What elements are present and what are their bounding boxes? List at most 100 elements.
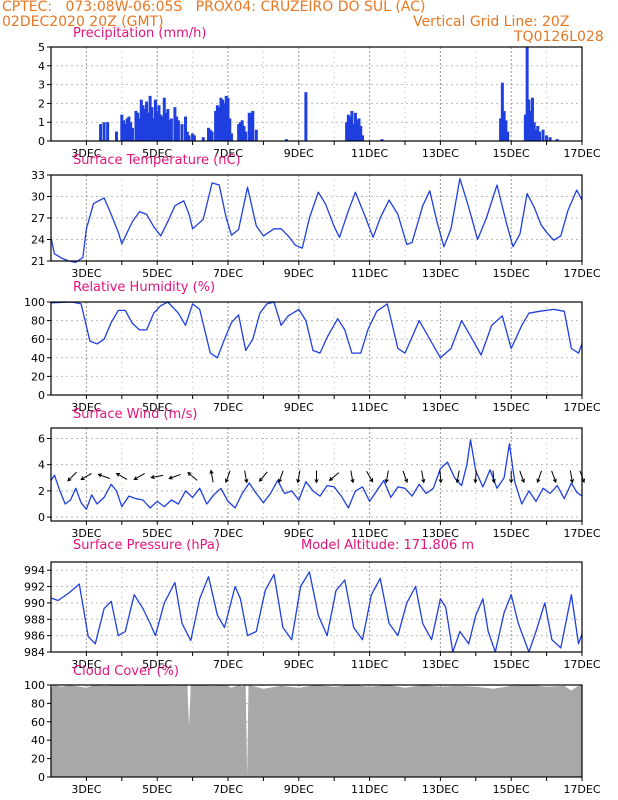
header-line1: CPTEC: 073:08W-06:05S PROX04: CRUZEIRO D… xyxy=(2,0,426,15)
precip-bar xyxy=(359,125,363,141)
wind-arrow-shaft xyxy=(421,470,425,483)
precip-bar xyxy=(221,99,225,141)
x-tick-label: 17DEC xyxy=(563,527,600,540)
wind-arrow-shaft xyxy=(225,470,231,483)
wind-arrow-head xyxy=(536,478,541,484)
precip-bar xyxy=(207,127,211,141)
precip-bar xyxy=(99,124,103,141)
wind-arrow xyxy=(438,470,443,484)
y-tick-label: 30 xyxy=(31,191,45,204)
panel-title: Cloud Cover (%) xyxy=(73,664,179,679)
x-tick-label: 5DEC xyxy=(142,267,172,280)
precip-bar xyxy=(226,97,230,141)
precip-bar xyxy=(173,107,177,141)
precip-bar xyxy=(161,116,165,141)
precip-bar xyxy=(530,97,534,141)
panel-2: 0 20 40 60 80 100 3DEC 5DEC 7DEC 9DEC 11DEC 13DEC 15… xyxy=(24,280,601,414)
precip-bar xyxy=(380,139,384,141)
precip-bar xyxy=(249,112,253,141)
wind-arrow-shaft xyxy=(98,473,110,479)
x-tick-label: 3DEC xyxy=(71,147,101,160)
precip-bar xyxy=(141,105,145,141)
wind-arrow-shaft xyxy=(385,470,389,483)
x-tick-label: 13DEC xyxy=(422,147,459,160)
wind-arrow-shaft xyxy=(67,471,77,482)
precip-bar xyxy=(217,107,221,141)
wind-arrow-head xyxy=(67,477,72,482)
wind-arrow xyxy=(150,474,164,480)
y-tick-label: 100 xyxy=(24,679,45,692)
y-tick-label: 992 xyxy=(24,581,45,594)
precip-bar xyxy=(355,120,359,141)
wind-arrow-head xyxy=(244,478,249,484)
wind-arrow xyxy=(551,470,557,484)
precip-bar xyxy=(214,110,218,141)
precip-bar xyxy=(352,124,356,141)
x-tick-label: 7DEC xyxy=(213,658,243,671)
x-tick-label: 13DEC xyxy=(422,267,459,280)
precip-bar xyxy=(532,122,536,141)
precip-bar xyxy=(244,131,248,141)
wind-arrow xyxy=(366,471,374,483)
wind-arrow-shaft xyxy=(278,470,284,483)
wind-arrow xyxy=(168,473,181,480)
wind-arrow xyxy=(187,471,198,481)
precip-bar xyxy=(180,124,184,141)
precip-bar xyxy=(504,120,508,141)
wind-arrow-head xyxy=(455,478,460,484)
wind-arrow-shaft xyxy=(151,474,164,478)
y-tick-label: 994 xyxy=(24,564,45,577)
wind-arrow-head xyxy=(509,479,514,484)
precip-bar xyxy=(185,131,189,141)
x-tick-label: 11DEC xyxy=(351,658,388,671)
precip-bar xyxy=(525,47,529,141)
wind-arrow xyxy=(278,470,284,484)
precip-bar xyxy=(240,120,244,141)
precip-bar xyxy=(348,116,352,141)
y-tick-label: 984 xyxy=(24,646,45,659)
panel-1: 21 24 27 30 33 3DEC 5DEC 7DEC 9DEC 11DEC 13DEC 15DE… xyxy=(31,153,601,280)
precip-bar xyxy=(139,99,143,141)
precip-bar xyxy=(134,110,138,141)
wind-arrow-shaft xyxy=(116,473,128,480)
x-tick-label: 9DEC xyxy=(284,267,314,280)
precip-bar xyxy=(169,118,173,141)
y-tick-label: 21 xyxy=(31,255,45,268)
precip-bar xyxy=(106,122,110,141)
series-line xyxy=(50,301,583,359)
precip-bar xyxy=(130,127,134,141)
y-tick-label: 4 xyxy=(38,459,45,472)
wind-arrow xyxy=(296,470,301,484)
wind-arrow-head xyxy=(473,479,478,484)
wind-arrow-head xyxy=(224,478,229,484)
panel-5: 0 20 40 60 80 100 3DEC 5DEC 7DEC 9DEC 11DEC 13DEC 15… xyxy=(24,664,601,796)
wind-arrow-shaft xyxy=(492,470,495,483)
precip-bar xyxy=(145,101,149,141)
wind-arrow-shaft xyxy=(474,470,477,483)
y-tick-label: 60 xyxy=(31,716,45,729)
wind-arrow-head xyxy=(314,479,319,484)
precip-bar xyxy=(237,124,241,141)
precip-bar xyxy=(284,139,288,141)
x-tick-label: 7DEC xyxy=(213,527,243,540)
x-tick-label: 5DEC xyxy=(142,401,172,414)
precip-bar xyxy=(523,114,527,141)
wind-arrow xyxy=(244,470,249,484)
y-tick-label: 100 xyxy=(24,296,45,309)
panel-title: Surface Temperature (nC) xyxy=(73,153,241,168)
x-tick-label: 13DEC xyxy=(422,783,459,796)
x-tick-label: 17DEC xyxy=(563,658,600,671)
x-tick-label: 5DEC xyxy=(142,783,172,796)
precip-bar xyxy=(150,107,154,141)
precip-bar xyxy=(120,114,124,141)
precip-bar xyxy=(534,129,538,141)
y-tick-label: 990 xyxy=(24,597,45,610)
x-tick-label: 9DEC xyxy=(284,658,314,671)
precip-bar xyxy=(500,82,504,141)
y-tick-label: 3 xyxy=(38,79,45,92)
wind-arrow xyxy=(569,470,575,484)
cloud-cover-area xyxy=(51,685,582,777)
wind-arrow-head xyxy=(438,479,443,484)
wind-arrow-head xyxy=(552,478,557,484)
